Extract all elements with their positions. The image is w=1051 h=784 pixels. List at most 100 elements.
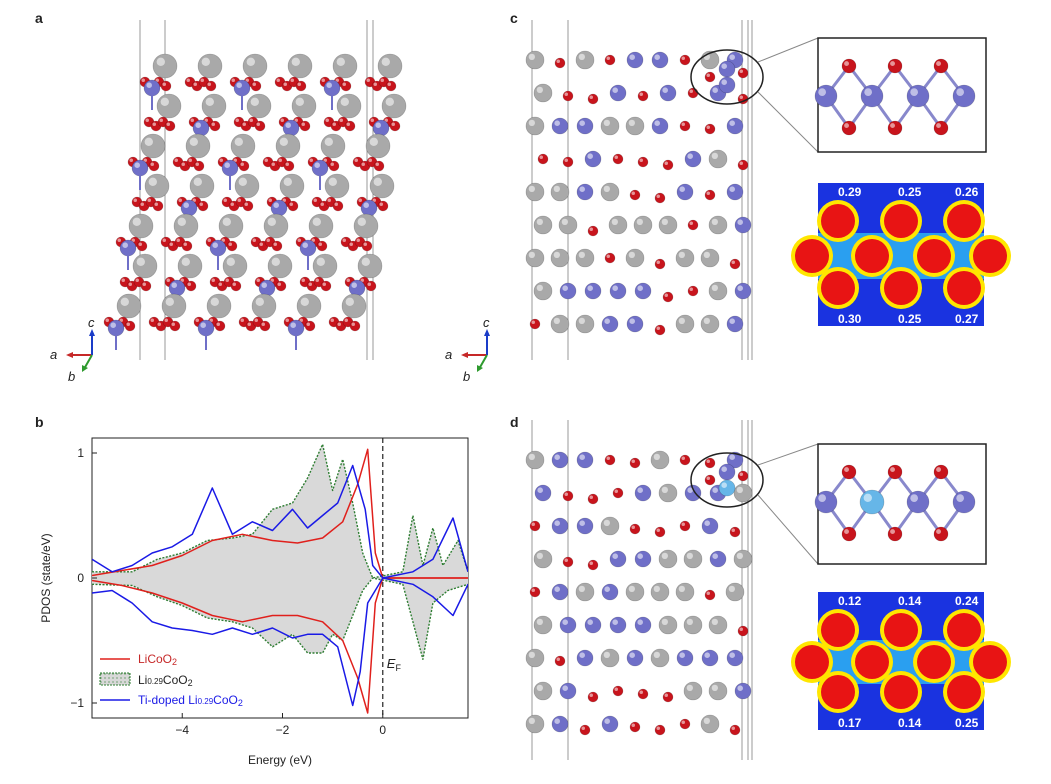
- o-atom: [704, 189, 716, 201]
- li-atom: [242, 53, 268, 79]
- o-atom: [679, 54, 691, 66]
- o-atom: [332, 200, 344, 212]
- density-lobe: [821, 204, 855, 238]
- li-atom: [369, 173, 395, 199]
- li-atom: [708, 615, 728, 635]
- co-atom: [576, 183, 594, 201]
- li-atom: [733, 549, 753, 569]
- li-atom: [575, 314, 595, 334]
- density-lobe: [973, 239, 1007, 273]
- o-atom: [887, 464, 903, 480]
- li-atom: [633, 215, 653, 235]
- co-atom: [634, 282, 652, 300]
- axis-a-label: a: [50, 347, 57, 362]
- o-atom: [148, 160, 160, 172]
- li-atom: [365, 133, 391, 159]
- co-atom: [701, 649, 719, 667]
- co-atom: [718, 60, 736, 78]
- co-atom: [559, 682, 577, 700]
- co-atom: [609, 550, 627, 568]
- co-atom: [559, 282, 577, 300]
- co-atom: [601, 583, 619, 601]
- li-atom: [296, 293, 322, 319]
- o-atom: [587, 493, 599, 505]
- li-atom: [525, 450, 545, 470]
- o-atom: [169, 320, 181, 332]
- density-lobe: [855, 239, 889, 273]
- o-atom: [654, 724, 666, 736]
- o-atom: [662, 691, 674, 703]
- li-atom: [683, 681, 703, 701]
- o-atom: [704, 71, 716, 83]
- o-atom: [729, 526, 741, 538]
- li-atom: [650, 450, 670, 470]
- fermi-label-sub: F: [395, 663, 401, 673]
- o-atom: [140, 280, 152, 292]
- li-atom: [558, 215, 578, 235]
- li-atom: [336, 93, 362, 119]
- density-value-c-bottom-3: 0.27: [955, 312, 979, 326]
- structure-d: 0.12 0.14 0.24 0.17 0.14 0.25: [525, 420, 1011, 760]
- li-atom: [525, 248, 545, 268]
- o-atom: [587, 559, 599, 571]
- series-line-0-down: [92, 577, 468, 714]
- li-atom: [144, 173, 170, 199]
- co-atom: [718, 76, 736, 94]
- y-tick-label: 0: [77, 571, 84, 585]
- o-atom: [737, 625, 749, 637]
- co-atom: [601, 315, 619, 333]
- li-atom: [700, 314, 720, 334]
- li-atom: [156, 93, 182, 119]
- li-atom: [173, 213, 199, 239]
- li-atom: [222, 253, 248, 279]
- co-atom: [726, 649, 744, 667]
- co-atom: [551, 715, 569, 733]
- co-atom: [626, 315, 644, 333]
- o-atom: [226, 240, 238, 252]
- o-atom: [287, 200, 299, 212]
- li-atom: [683, 615, 703, 635]
- o-atom: [259, 320, 271, 332]
- legend: LiCoO2 Li0.29CoO2 Ti-doped Li0.29CoO2: [99, 652, 243, 708]
- density-map-d: 0.12 0.14 0.24 0.17 0.14 0.25: [791, 592, 1011, 730]
- co-atom: [709, 550, 727, 568]
- li-atom: [625, 248, 645, 268]
- co-atom: [814, 490, 838, 514]
- series-line-0-up: [92, 448, 468, 579]
- li-atom: [287, 53, 313, 79]
- co-atom: [584, 616, 602, 634]
- li-atom: [658, 483, 678, 503]
- o-atom: [629, 721, 641, 733]
- o-atom: [704, 474, 716, 486]
- li-atom: [116, 293, 142, 319]
- density-value-c-top-2: 0.25: [898, 185, 922, 199]
- li-atom: [725, 582, 745, 602]
- li-atom: [575, 582, 595, 602]
- o-atom: [933, 464, 949, 480]
- li-atom: [251, 293, 277, 319]
- o-atom: [529, 586, 541, 598]
- o-atom: [304, 320, 316, 332]
- density-lobe: [973, 645, 1007, 679]
- o-atom: [562, 556, 574, 568]
- li-atom: [600, 182, 620, 202]
- o-atom: [152, 200, 164, 212]
- axis-c-label-c: c: [483, 315, 490, 330]
- series-line-1-up: [92, 443, 468, 579]
- li-atom: [177, 253, 203, 279]
- density-value-d-top-2: 0.14: [898, 594, 922, 608]
- li-atom: [608, 215, 628, 235]
- o-atom: [242, 200, 254, 212]
- o-atom: [887, 526, 903, 542]
- density-lobe: [947, 613, 981, 647]
- li-atom: [533, 215, 553, 235]
- co-atom: [726, 117, 744, 135]
- o-atom: [604, 54, 616, 66]
- fermi-label-e: E: [387, 656, 396, 671]
- li-atom: [708, 215, 728, 235]
- o-atom: [637, 156, 649, 168]
- panel-label-c: c: [510, 10, 518, 26]
- density-lobe: [884, 675, 918, 709]
- series-line-2-up: [92, 464, 468, 579]
- co-atom: [860, 84, 884, 108]
